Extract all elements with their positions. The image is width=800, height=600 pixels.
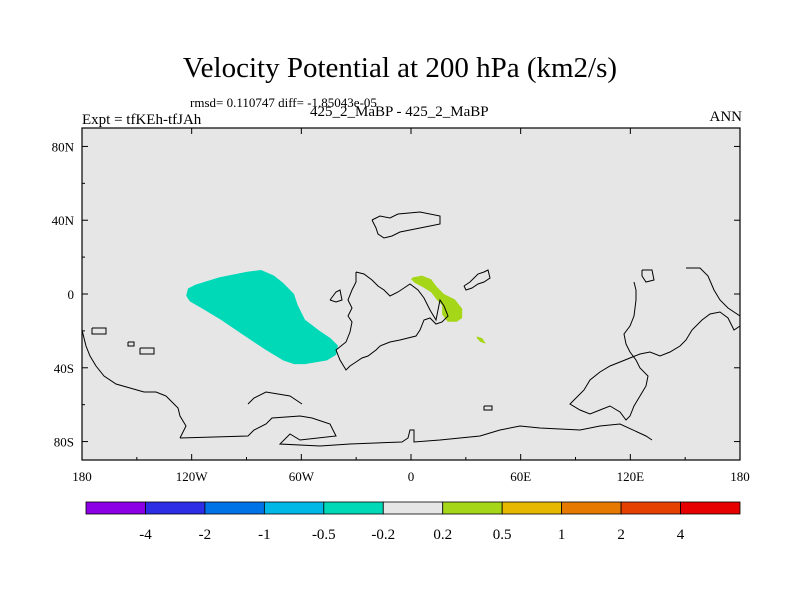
positive-anomaly-small <box>476 336 486 344</box>
colorbar-label: 0.2 <box>433 527 452 543</box>
colorbar-label: -1 <box>258 527 271 543</box>
map-area <box>82 128 740 460</box>
colorbar-label: 1 <box>558 527 566 543</box>
x-tick-label: 180 <box>72 469 92 484</box>
colorbar-swatch <box>85 501 146 515</box>
colorbar-label: -2 <box>199 527 212 543</box>
positive-anomaly-africa <box>411 275 463 322</box>
negative-anomaly-pacific <box>186 270 338 365</box>
colorbar-swatch <box>382 501 444 515</box>
x-tick-label: 0 <box>408 469 415 484</box>
colorbar-label: 2 <box>617 527 625 543</box>
colorbar-swatch <box>680 501 741 515</box>
colorbar-label: 4 <box>677 527 685 543</box>
colorbar-swatch <box>145 501 206 515</box>
x-tick-label: 120W <box>176 469 209 484</box>
experiment-label: Expt = tfKEh-tfJAh <box>82 112 202 128</box>
colorbar-swatch <box>620 501 681 515</box>
y-axis: 80N 40N 0 40S 80S <box>52 139 740 450</box>
y-tick-label: 0 <box>68 287 75 302</box>
stats-line: rmsd= 0.110747 diff= -1.85043e-05 <box>190 95 377 110</box>
y-tick-label: 40N <box>52 213 75 228</box>
y-tick-label: 80N <box>52 139 75 154</box>
colorbar-label: -0.5 <box>312 527 336 543</box>
x-tick-label: 60E <box>510 469 531 484</box>
colorbar-swatch <box>442 501 503 515</box>
x-tick-label: 60W <box>289 469 315 484</box>
colorbar-label: -4 <box>139 527 152 543</box>
colorbar-swatch <box>561 501 622 515</box>
y-tick-label: 40S <box>54 361 74 376</box>
map-background <box>82 128 740 460</box>
x-tick-label: 120E <box>617 469 645 484</box>
colorbar-label: 0.5 <box>493 527 512 543</box>
colorbar-swatch <box>323 501 384 515</box>
colorbar-label: -0.2 <box>371 527 395 543</box>
colorbar-swatch <box>263 501 325 515</box>
colorbar-swatch <box>501 501 563 515</box>
x-tick-label: 180 <box>730 469 750 484</box>
case-names: 425_2_MaBP - 425_2_MaBP <box>310 104 489 120</box>
anomaly-regions <box>186 270 486 365</box>
chart-title: Velocity Potential at 200 hPa (km2/s) <box>182 52 618 84</box>
y-tick-label: 80S <box>54 435 74 450</box>
season-label: ANN <box>709 109 743 125</box>
colorbar-swatch <box>204 501 265 515</box>
colorbar: -4 -2 -1 -0.5 -0.2 0.2 0.5 1 2 4 <box>85 501 741 543</box>
coastlines <box>81 211 741 447</box>
x-axis: 180 120W 60W 0 60E 120E 180 <box>72 128 750 484</box>
